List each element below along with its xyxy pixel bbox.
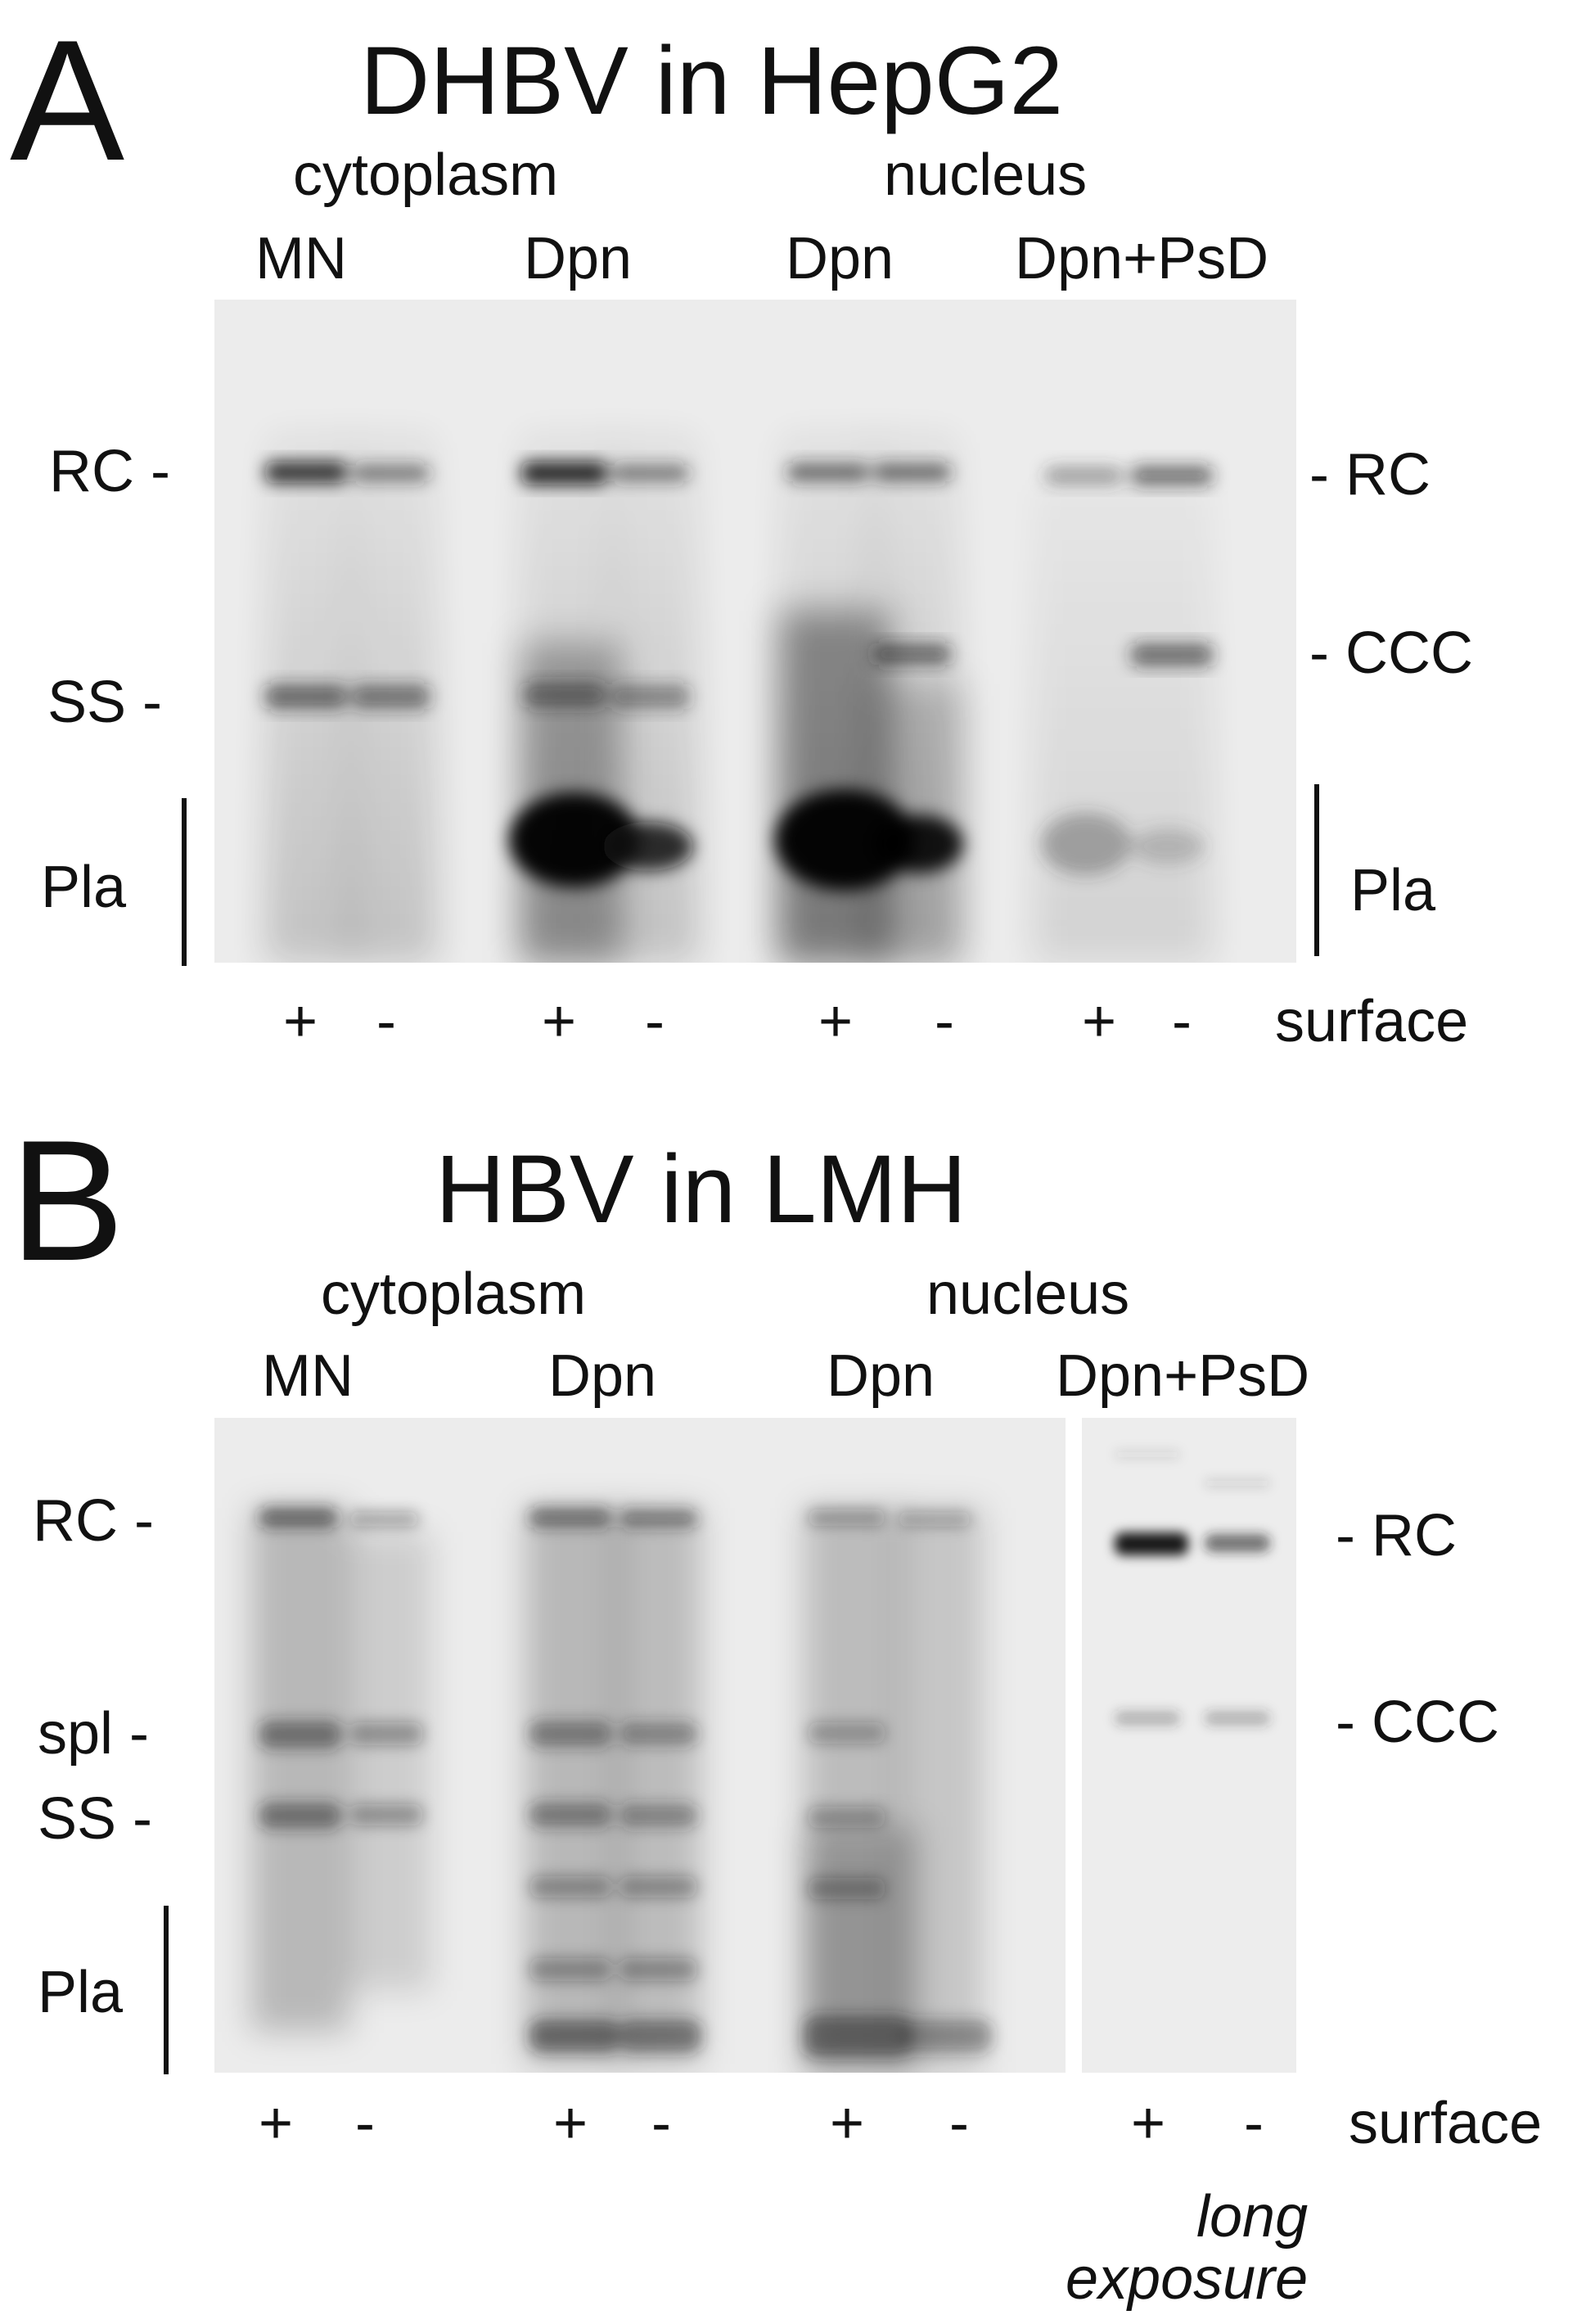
panel-a-lane-6-sign: -: [935, 989, 954, 1054]
panel-b-long-label: long: [1196, 2184, 1309, 2250]
panel-a-compartment-nucleus: nucleus: [884, 142, 1088, 208]
panel-a-title: DHBV in HepG2: [360, 27, 1064, 135]
panel-b-left-ss-label: SS -: [38, 1786, 153, 1852]
panel-a-right-pla-label: Pla: [1350, 858, 1436, 923]
panel-b-right-ccc-label: - CCC: [1336, 1690, 1499, 1755]
panel-b-compartment-nucleus: nucleus: [926, 1261, 1130, 1327]
panel-b-letter: B: [10, 1104, 125, 1297]
panel-a-lane-7-sign: +: [1082, 989, 1117, 1054]
panel-a-treatment-mn: MN: [255, 226, 347, 291]
panel-a-letter: A: [10, 4, 125, 196]
panel-a-left-ss-label: SS -: [47, 670, 163, 735]
panel-a-left-pla-bar: [182, 798, 187, 966]
panel-a-left-pla-label: Pla: [41, 855, 127, 920]
panel-a-treatment-dpn-psd: Dpn+PsD: [1015, 226, 1269, 291]
panel-b-lane-4-sign: -: [651, 2091, 671, 2156]
panel-b-lane-1-sign: +: [259, 2091, 294, 2156]
panel-b-left-spl-label: spl -: [38, 1701, 150, 1767]
panel-b-lane-5-sign: +: [830, 2091, 865, 2156]
panel-a-gel-image: [214, 300, 1296, 963]
panel-b-surface-label: surface: [1349, 2091, 1543, 2156]
panel-b-treatment-dpn-nuc: Dpn: [827, 1343, 935, 1409]
panel-b-right-rc-label: - RC: [1336, 1503, 1457, 1568]
panel-a-lane-4-sign: -: [645, 989, 665, 1054]
panel-b-lane-7-sign: +: [1131, 2091, 1166, 2156]
panel-b-title: HBV in LMH: [435, 1135, 967, 1243]
panel-b-lane-3-sign: +: [553, 2091, 588, 2156]
panel-a-lane-2-sign: -: [376, 989, 396, 1054]
panel-a-lane-3-sign: +: [542, 989, 577, 1054]
panel-a-treatment-dpn-nuc: Dpn: [786, 226, 894, 291]
panel-a-lane-5-sign: +: [818, 989, 854, 1054]
panel-b-exposure-label: exposure: [1066, 2246, 1309, 2312]
panel-b-lane-2-sign: -: [355, 2091, 375, 2156]
panel-b-left-rc-label: RC -: [33, 1488, 154, 1554]
panel-b-lane-8-sign: -: [1244, 2091, 1264, 2156]
panel-b-left-pla-label: Pla: [38, 1960, 124, 2025]
panel-a-right-rc-label: - RC: [1309, 442, 1431, 508]
panel-a-lane-8-sign: -: [1172, 989, 1192, 1054]
panel-a-right-pla-bar: [1314, 784, 1319, 956]
panel-a-compartment-cytoplasm: cytoplasm: [293, 142, 559, 208]
panel-b-lane-6-sign: -: [949, 2091, 969, 2156]
panel-a-lane-1-sign: +: [283, 989, 318, 1054]
panel-b-treatment-mn: MN: [262, 1343, 354, 1409]
panel-b-long-exposure-gel: [1082, 1418, 1296, 2073]
panel-b-compartment-cytoplasm: cytoplasm: [321, 1261, 587, 1327]
panel-b-left-pla-bar: [164, 1906, 169, 2074]
panel-b-gel-image: [214, 1418, 1066, 2073]
panel-b-treatment-dpn-psd: Dpn+PsD: [1056, 1343, 1310, 1409]
panel-a-left-rc-label: RC -: [49, 439, 170, 504]
panel-b-treatment-dpn-cyto: Dpn: [548, 1343, 657, 1409]
panel-a-surface-label: surface: [1275, 989, 1469, 1054]
panel-a-right-ccc-label: - CCC: [1309, 620, 1473, 686]
panel-a-treatment-dpn-cyto: Dpn: [524, 226, 633, 291]
